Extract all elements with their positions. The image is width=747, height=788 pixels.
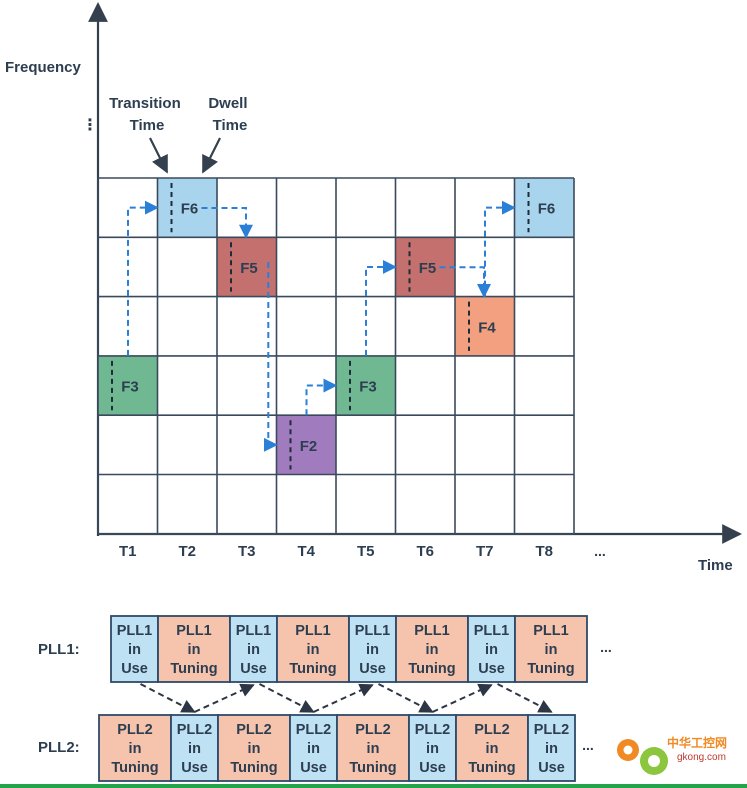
hop-label: F6 xyxy=(181,201,199,218)
hop-cells: F3 F6 F5 F2 F3 F5 F4 F6 xyxy=(98,178,574,475)
hop-cell-t3: F5 xyxy=(217,237,277,297)
pll-cell-text: PLL2 in Use xyxy=(534,722,569,776)
handoff-arrow xyxy=(140,683,196,713)
watermark-cn: 中华工控网 xyxy=(667,735,727,750)
hop-cell-t5: F3 xyxy=(336,355,396,416)
pll-cell-tuning: PLL1 in Tuning xyxy=(276,615,350,683)
pll-cell-text: PLL2 in Tuning xyxy=(111,722,158,776)
pll-cell-tuning: PLL1 in Tuning xyxy=(395,615,469,683)
y-axis-label: Frequency xyxy=(5,59,82,76)
hop-arrow xyxy=(439,266,491,298)
dwell-pointer-arrow xyxy=(202,137,221,174)
y-axis-dots: ⋮ xyxy=(82,117,98,134)
time-tick-t7: T7 xyxy=(476,543,494,560)
hop-arrow xyxy=(127,200,159,356)
watermark: 中华工控网 gkong.com xyxy=(617,735,727,775)
pll-cell-text: PLL2 in Tuning xyxy=(349,722,396,776)
pll-cell-tuning: PLL2 in Tuning xyxy=(98,714,172,782)
hop-arrow xyxy=(484,200,516,297)
hop-arrow xyxy=(305,378,338,416)
pll-cell-use: PLL2 in Use xyxy=(408,714,457,782)
pll2-row: PLL2 in Tuning PLL2 in Use PLL2 in Tuning PLL2 in U… xyxy=(98,714,576,782)
time-tick-t5: T5 xyxy=(357,543,375,560)
pll-cell-text: PLL2 in Use xyxy=(177,722,212,776)
time-ticks: T1 T2 T3 T4 T5 T6 T7 T8 xyxy=(119,543,553,560)
pll2-ellipsis: ... xyxy=(582,737,594,753)
pll2-label: PLL2: xyxy=(38,739,80,756)
handoff-arrow xyxy=(259,683,315,713)
time-ellipsis: ... xyxy=(594,543,606,559)
hop-cell-t1: F3 xyxy=(98,355,158,416)
pll-cell-use: PLL2 in Use xyxy=(170,714,219,782)
pll-cell-text: PLL1 in Tuning xyxy=(408,623,455,677)
pll-cell-text: PLL1 in Tuning xyxy=(527,623,574,677)
hop-label: F4 xyxy=(478,319,496,336)
hop-arrow xyxy=(201,207,253,239)
pll-cell-text: PLL1 in Use xyxy=(117,623,152,677)
pll-cell-text: PLL2 in Use xyxy=(296,722,331,776)
hop-label: F3 xyxy=(121,379,139,396)
pll-cell-tuning: PLL2 in Tuning xyxy=(217,714,291,782)
transition-label-line1: Transition xyxy=(109,95,181,112)
footer-green-line xyxy=(0,784,747,788)
pll-cell-text: PLL1 in Use xyxy=(474,623,509,677)
time-tick-t8: T8 xyxy=(535,543,553,560)
hop-label: F6 xyxy=(538,201,556,218)
pll-cell-text: PLL1 in Tuning xyxy=(289,623,336,677)
hop-label: F3 xyxy=(359,379,377,396)
pll-cell-tuning: PLL1 in Tuning xyxy=(157,615,231,683)
transition-time-label: Transition Time xyxy=(109,95,185,134)
pll-cell-use: PLL1 in Use xyxy=(348,615,397,683)
pll-cell-text: PLL2 in Tuning xyxy=(468,722,515,776)
gear-icon xyxy=(617,739,668,775)
hop-cell-t8: F6 xyxy=(514,178,574,238)
time-tick-t4: T4 xyxy=(297,543,315,560)
time-frequency-grid xyxy=(97,177,575,535)
pll-cell-use: PLL1 in Use xyxy=(467,615,516,683)
pll-cell-text: PLL2 in Use xyxy=(415,722,450,776)
watermark-url: gkong.com xyxy=(677,752,726,763)
dwell-label-line2: Time xyxy=(213,117,248,134)
pll-handoff-arrows xyxy=(140,683,553,713)
pll-cell-use: PLL2 in Use xyxy=(527,714,576,782)
pll-cell-tuning: PLL2 in Tuning xyxy=(336,714,410,782)
pll-cell-text: PLL1 in Tuning xyxy=(170,623,217,677)
pll-cell-text: PLL1 in Use xyxy=(236,623,271,677)
hop-arrow xyxy=(263,261,278,452)
time-tick-t2: T2 xyxy=(178,543,196,560)
hop-label: F2 xyxy=(300,438,318,455)
dwell-label-line1: Dwell xyxy=(208,95,247,112)
handoff-arrow xyxy=(194,683,255,713)
hop-cell-t6: F5 xyxy=(395,237,455,297)
pll-cell-use: PLL1 in Use xyxy=(110,615,159,683)
pll-cell-use: PLL1 in Use xyxy=(229,615,278,683)
pll-cell-use: PLL2 in Use xyxy=(289,714,338,782)
hop-cell-t7: F4 xyxy=(455,296,515,356)
transition-label-line2: Time xyxy=(130,117,165,134)
hop-label: F5 xyxy=(240,260,258,277)
handoff-arrow xyxy=(497,683,553,713)
transition-pointer-arrow xyxy=(149,137,168,174)
pll1-ellipsis: ... xyxy=(600,639,612,655)
hop-cell-t2: F6 xyxy=(157,178,217,238)
x-axis-label: Time xyxy=(698,557,733,574)
hop-arrows xyxy=(127,200,516,452)
handoff-arrow xyxy=(432,683,493,713)
pll-cell-text: PLL2 in Tuning xyxy=(230,722,277,776)
handoff-arrow xyxy=(378,683,434,713)
hop-arrow xyxy=(365,259,397,356)
time-tick-t1: T1 xyxy=(119,543,137,560)
pll1-label: PLL1: xyxy=(38,641,80,658)
hop-label: F5 xyxy=(419,260,437,277)
pll-cell-text: PLL1 in Use xyxy=(355,623,390,677)
time-tick-t3: T3 xyxy=(238,543,256,560)
pll-cell-tuning: PLL1 in Tuning xyxy=(514,615,588,683)
handoff-arrow xyxy=(313,683,374,713)
dwell-time-label: Dwell Time xyxy=(208,95,251,134)
pll1-row: PLL1 in Use PLL1 in Tuning PLL1 in Use PLL1 in Tuni… xyxy=(110,615,588,683)
time-tick-t6: T6 xyxy=(416,543,434,560)
hop-cell-t4: F2 xyxy=(276,415,336,475)
pll-cell-tuning: PLL2 in Tuning xyxy=(455,714,529,782)
